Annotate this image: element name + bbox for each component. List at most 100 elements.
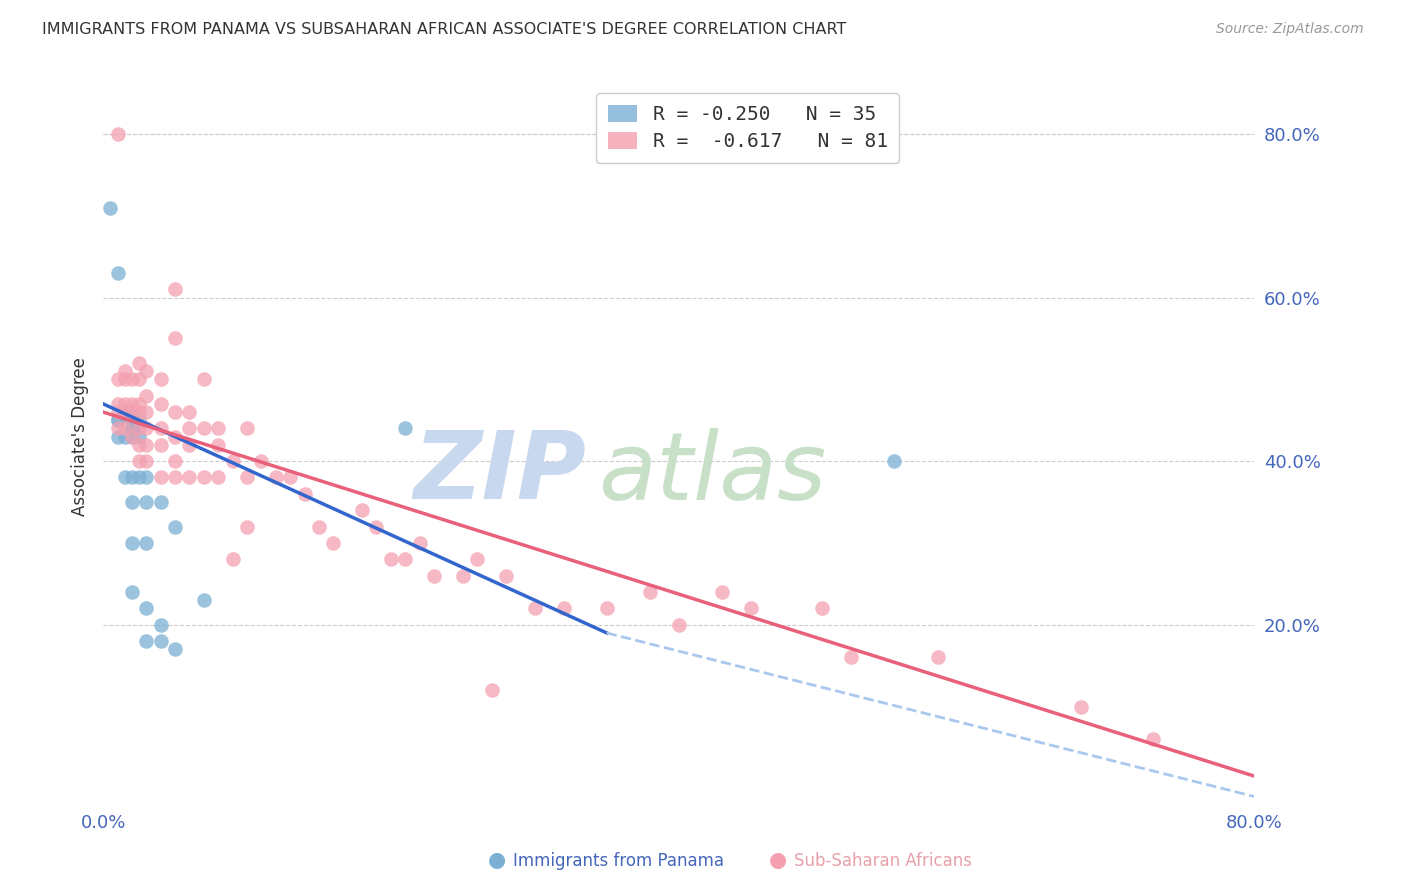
Point xyxy=(135,634,157,648)
Point xyxy=(668,617,690,632)
Point xyxy=(114,421,136,435)
Legend: R = -0.250   N = 35, R =  -0.617   N = 81: R = -0.250 N = 35, R = -0.617 N = 81 xyxy=(596,93,900,163)
Point xyxy=(740,601,762,615)
Text: ZIP: ZIP xyxy=(413,427,586,519)
Point xyxy=(165,282,187,296)
Point xyxy=(380,552,402,566)
Point xyxy=(221,552,243,566)
Point xyxy=(352,503,374,517)
Point xyxy=(250,454,273,468)
Point xyxy=(135,536,157,550)
Point xyxy=(495,568,517,582)
Point xyxy=(423,568,446,582)
Point xyxy=(107,372,129,386)
Point xyxy=(149,470,172,484)
Point xyxy=(165,454,187,468)
Point xyxy=(128,438,150,452)
Point xyxy=(121,405,143,419)
Point xyxy=(149,495,172,509)
Point xyxy=(710,585,733,599)
Point xyxy=(121,429,143,443)
Point xyxy=(135,495,157,509)
Point xyxy=(114,405,136,419)
Text: ●: ● xyxy=(769,850,787,870)
Point xyxy=(128,470,150,484)
Point xyxy=(149,634,172,648)
Point xyxy=(121,536,143,550)
Point xyxy=(236,519,259,533)
Point xyxy=(149,397,172,411)
Point xyxy=(121,429,143,443)
Point xyxy=(114,364,136,378)
Point xyxy=(465,552,488,566)
Point xyxy=(121,470,143,484)
Point xyxy=(408,536,430,550)
Point xyxy=(114,397,136,411)
Point xyxy=(114,405,136,419)
Point xyxy=(165,429,187,443)
Point xyxy=(107,127,129,141)
Y-axis label: Associate's Degree: Associate's Degree xyxy=(72,357,89,516)
Point xyxy=(179,421,201,435)
Point xyxy=(523,601,546,615)
Point xyxy=(366,519,388,533)
Point xyxy=(179,470,201,484)
Point xyxy=(165,331,187,345)
Point xyxy=(121,495,143,509)
Point xyxy=(165,470,187,484)
Point xyxy=(811,601,834,615)
Point xyxy=(278,470,301,484)
Point xyxy=(236,470,259,484)
Text: Immigrants from Panama: Immigrants from Panama xyxy=(513,852,724,870)
Point xyxy=(165,405,187,419)
Point xyxy=(294,487,316,501)
Point xyxy=(121,585,143,599)
Point xyxy=(193,421,215,435)
Point xyxy=(207,470,229,484)
Point xyxy=(179,405,201,419)
Point xyxy=(193,593,215,607)
Point xyxy=(236,421,259,435)
Point xyxy=(394,421,416,435)
Point xyxy=(1142,732,1164,747)
Point xyxy=(927,650,949,665)
Point xyxy=(128,429,150,443)
Text: Source: ZipAtlas.com: Source: ZipAtlas.com xyxy=(1216,22,1364,37)
Point xyxy=(107,266,129,280)
Point xyxy=(165,519,187,533)
Point xyxy=(451,568,474,582)
Point xyxy=(149,438,172,452)
Point xyxy=(107,421,129,435)
Point xyxy=(207,421,229,435)
Point xyxy=(135,601,157,615)
Point xyxy=(128,405,150,419)
Point xyxy=(98,201,121,215)
Point xyxy=(114,372,136,386)
Point xyxy=(128,372,150,386)
Point xyxy=(221,454,243,468)
Point xyxy=(107,397,129,411)
Point xyxy=(595,601,617,615)
Point xyxy=(149,372,172,386)
Point xyxy=(481,683,503,698)
Point xyxy=(264,470,287,484)
Point xyxy=(135,454,157,468)
Point xyxy=(179,438,201,452)
Point xyxy=(883,454,905,468)
Point xyxy=(1070,699,1092,714)
Point xyxy=(107,405,129,419)
Point xyxy=(553,601,575,615)
Point xyxy=(107,429,129,443)
Point xyxy=(128,413,150,427)
Point xyxy=(308,519,330,533)
Point xyxy=(165,642,187,657)
Point xyxy=(107,413,129,427)
Text: ●: ● xyxy=(488,850,506,870)
Text: Sub-Saharan Africans: Sub-Saharan Africans xyxy=(794,852,973,870)
Point xyxy=(128,356,150,370)
Point xyxy=(114,429,136,443)
Point xyxy=(121,421,143,435)
Point xyxy=(193,470,215,484)
Point xyxy=(149,421,172,435)
Point xyxy=(839,650,862,665)
